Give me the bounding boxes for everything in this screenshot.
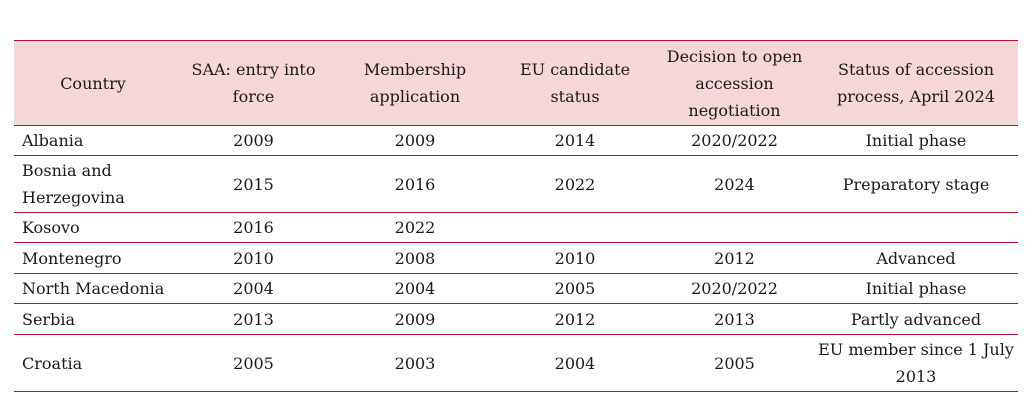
cell-country: Montenegro	[22, 248, 122, 268]
accession-table: Country SAA: entry into force Membership…	[14, 40, 1018, 392]
header-negotiation-decision: Decision to open accession negotiation	[666, 46, 803, 120]
cell-candidate-status: 2022	[554, 174, 596, 194]
table-row: Kosovo 2016 2022	[14, 213, 1018, 243]
header-row: Country SAA: entry into force Membership…	[14, 40, 1018, 126]
cell-membership-application: 2022	[394, 218, 436, 237]
cell-negotiation-decision: 2013	[714, 309, 755, 329]
cell-negotiation-decision: 2005	[714, 353, 755, 373]
cell-membership-application: 2016	[394, 174, 436, 194]
cell-negotiation-decision: 2024	[714, 174, 755, 194]
cell-membership-application: 2009	[394, 309, 436, 329]
header-membership-application: Membership application	[363, 60, 467, 106]
cell-saa-entry: 2015	[233, 174, 274, 194]
cell-candidate-status: 2005	[554, 279, 596, 298]
table-row: Montenegro 2010 2008 2010 2012 Advanced	[14, 243, 1018, 274]
accession-table-container: Country SAA: entry into force Membership…	[14, 40, 1018, 392]
cell-candidate-status: 2004	[554, 353, 596, 373]
cell-saa-entry: 2004	[233, 279, 274, 298]
cell-accession-status: Initial phase	[865, 131, 967, 150]
header-saa-entry: SAA: entry into force	[191, 60, 316, 106]
cell-membership-application: 2009	[394, 131, 436, 150]
header-accession-status: Status of accession process, April 2024	[836, 60, 996, 106]
cell-country: Serbia	[22, 309, 75, 329]
cell-membership-application: 2004	[394, 279, 436, 298]
table-row: Serbia 2013 2009 2012 2013 Partly advanc…	[14, 304, 1018, 335]
cell-candidate-status	[495, 213, 655, 243]
cell-negotiation-decision: 2020/2022	[691, 279, 778, 298]
cell-membership-application: 2003	[394, 353, 436, 373]
cell-country: Croatia	[22, 353, 83, 373]
cell-accession-status: Initial phase	[865, 279, 967, 298]
table-row: North Macedonia 2004 2004 2005 2020/2022…	[14, 274, 1018, 304]
cell-saa-entry: 2009	[233, 131, 274, 150]
cell-saa-entry: 2016	[233, 218, 274, 237]
cell-negotiation-decision	[655, 213, 814, 243]
cell-candidate-status: 2010	[554, 248, 596, 268]
cell-saa-entry: 2005	[233, 353, 274, 373]
cell-negotiation-decision: 2020/2022	[691, 131, 778, 150]
cell-saa-entry: 2013	[233, 309, 274, 329]
cell-country: Kosovo	[22, 218, 80, 237]
header-candidate-status: EU candidate status	[519, 60, 631, 106]
cell-accession-status	[814, 213, 1018, 243]
cell-accession-status: EU member since 1 July 2013	[818, 340, 1014, 386]
table-row: Croatia 2005 2003 2004 2005 EU member si…	[14, 335, 1018, 392]
header-country: Country	[60, 73, 126, 93]
cell-saa-entry: 2010	[233, 248, 274, 268]
table-body: Albania 2009 2009 2014 2020/2022 Initial…	[14, 126, 1018, 392]
cell-country: Albania	[22, 131, 84, 150]
table-header: Country SAA: entry into force Membership…	[14, 40, 1018, 126]
table-row: Bosnia and Herzegovina 2015 2016 2022 20…	[14, 156, 1018, 213]
cell-membership-application: 2008	[394, 248, 436, 268]
cell-country: North Macedonia	[22, 279, 165, 298]
cell-accession-status: Preparatory stage	[842, 174, 990, 194]
cell-country: Bosnia and Herzegovina	[22, 161, 125, 207]
cell-accession-status: Partly advanced	[850, 309, 982, 329]
cell-candidate-status: 2014	[554, 131, 596, 150]
cell-candidate-status: 2012	[554, 309, 596, 329]
table-row: Albania 2009 2009 2014 2020/2022 Initial…	[14, 126, 1018, 156]
cell-negotiation-decision: 2012	[714, 248, 755, 268]
cell-accession-status: Advanced	[876, 248, 956, 268]
